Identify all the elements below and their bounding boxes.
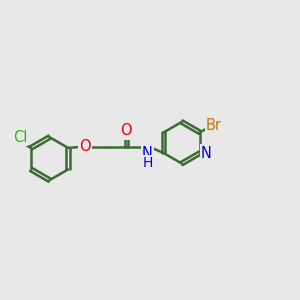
Text: N: N [142,146,153,160]
Text: N: N [201,146,212,160]
Text: O: O [121,123,132,138]
Text: Cl: Cl [13,130,27,145]
Text: H: H [142,156,153,170]
Text: Br: Br [206,118,222,133]
Text: O: O [79,140,91,154]
